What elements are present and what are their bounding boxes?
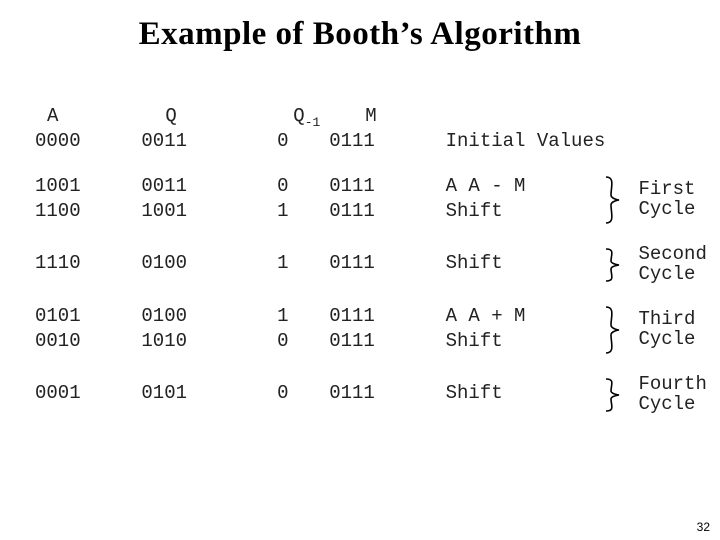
cell-q: 0100	[141, 252, 236, 274]
cell-op: A A + M	[426, 305, 586, 327]
page-number: 32	[697, 520, 710, 534]
brace-icon	[597, 247, 627, 283]
cell-op: Shift	[426, 330, 586, 352]
cell-m: 0111	[329, 252, 414, 274]
cell-op: Shift	[426, 252, 586, 274]
cell-m: 0111	[329, 130, 414, 152]
cell-q1: 0	[248, 382, 318, 404]
cycle-label: FourthCycle	[638, 375, 720, 415]
cycle-1: 1001 0011 0 0111 A A - M 1100 1001 1 011…	[35, 175, 720, 225]
cycle-label: SecondCycle	[638, 245, 720, 285]
cell-q1: 0	[248, 330, 318, 352]
brace-icon	[597, 377, 627, 413]
cycle-4: 0001 0101 0 0111 Shift FourthCycle	[35, 375, 720, 415]
cell-m: 0111	[329, 330, 414, 352]
cell-m: 0111	[329, 200, 414, 222]
cell-q1: 1	[248, 200, 318, 222]
page-title: Example of Booth’s Algorithm	[0, 0, 720, 53]
table-row: 0101 0100 1 0111 A A + M	[35, 305, 586, 330]
header-q1: Q-1	[272, 105, 342, 130]
cell-a: 1100	[35, 200, 130, 222]
cycle-2: 1110 0100 1 0111 Shift SecondCycle	[35, 245, 720, 285]
brace-icon	[597, 175, 627, 225]
cell-a: 0001	[35, 382, 130, 404]
cell-q: 0011	[141, 130, 236, 152]
cycle-label: ThirdCycle	[638, 310, 720, 350]
header-m: M	[353, 105, 450, 127]
table-row: 1110 0100 1 0111 Shift	[35, 252, 586, 277]
cycle-3: 0101 0100 1 0111 A A + M 0010 1010 0 011…	[35, 305, 720, 355]
header-a: A	[35, 105, 142, 127]
cell-op: Shift	[426, 382, 586, 404]
initial-row: 0000 0011 0 0111 Initial Values	[35, 130, 720, 155]
cell-a: 0010	[35, 330, 130, 352]
cell-a: 1110	[35, 252, 130, 274]
initial-label: Initial Values	[426, 130, 586, 152]
cycle-label: FirstCycle	[638, 180, 720, 220]
cell-q: 1010	[141, 330, 236, 352]
cell-op: A A - M	[426, 175, 586, 197]
cell-q1: 1	[248, 305, 318, 327]
cell-q: 0100	[141, 305, 236, 327]
cell-q1: 1	[248, 252, 318, 274]
cell-q1: 0	[248, 175, 318, 197]
cell-a: 0101	[35, 305, 130, 327]
table-row: 1100 1001 1 0111 Shift	[35, 200, 586, 225]
cell-m: 0111	[329, 305, 414, 327]
cell-q: 0011	[141, 175, 236, 197]
cell-q1: 0	[248, 130, 318, 152]
header-q: Q	[153, 105, 260, 127]
cell-q: 1001	[141, 200, 236, 222]
cell-m: 0111	[329, 382, 414, 404]
header-row: A Q Q-1 M	[35, 105, 720, 130]
cell-a: 0000	[35, 130, 130, 152]
cell-q: 0101	[141, 382, 236, 404]
brace-icon	[597, 305, 627, 355]
table-row: 0001 0101 0 0111 Shift	[35, 382, 586, 407]
table-row: 0010 1010 0 0111 Shift	[35, 330, 586, 355]
table-row: 1001 0011 0 0111 A A - M	[35, 175, 586, 200]
cell-m: 0111	[329, 175, 414, 197]
cell-a: 1001	[35, 175, 130, 197]
cell-op: Shift	[426, 200, 586, 222]
booth-table: A Q Q-1 M 0000 0011 0 0111 Initial Value…	[35, 105, 720, 415]
